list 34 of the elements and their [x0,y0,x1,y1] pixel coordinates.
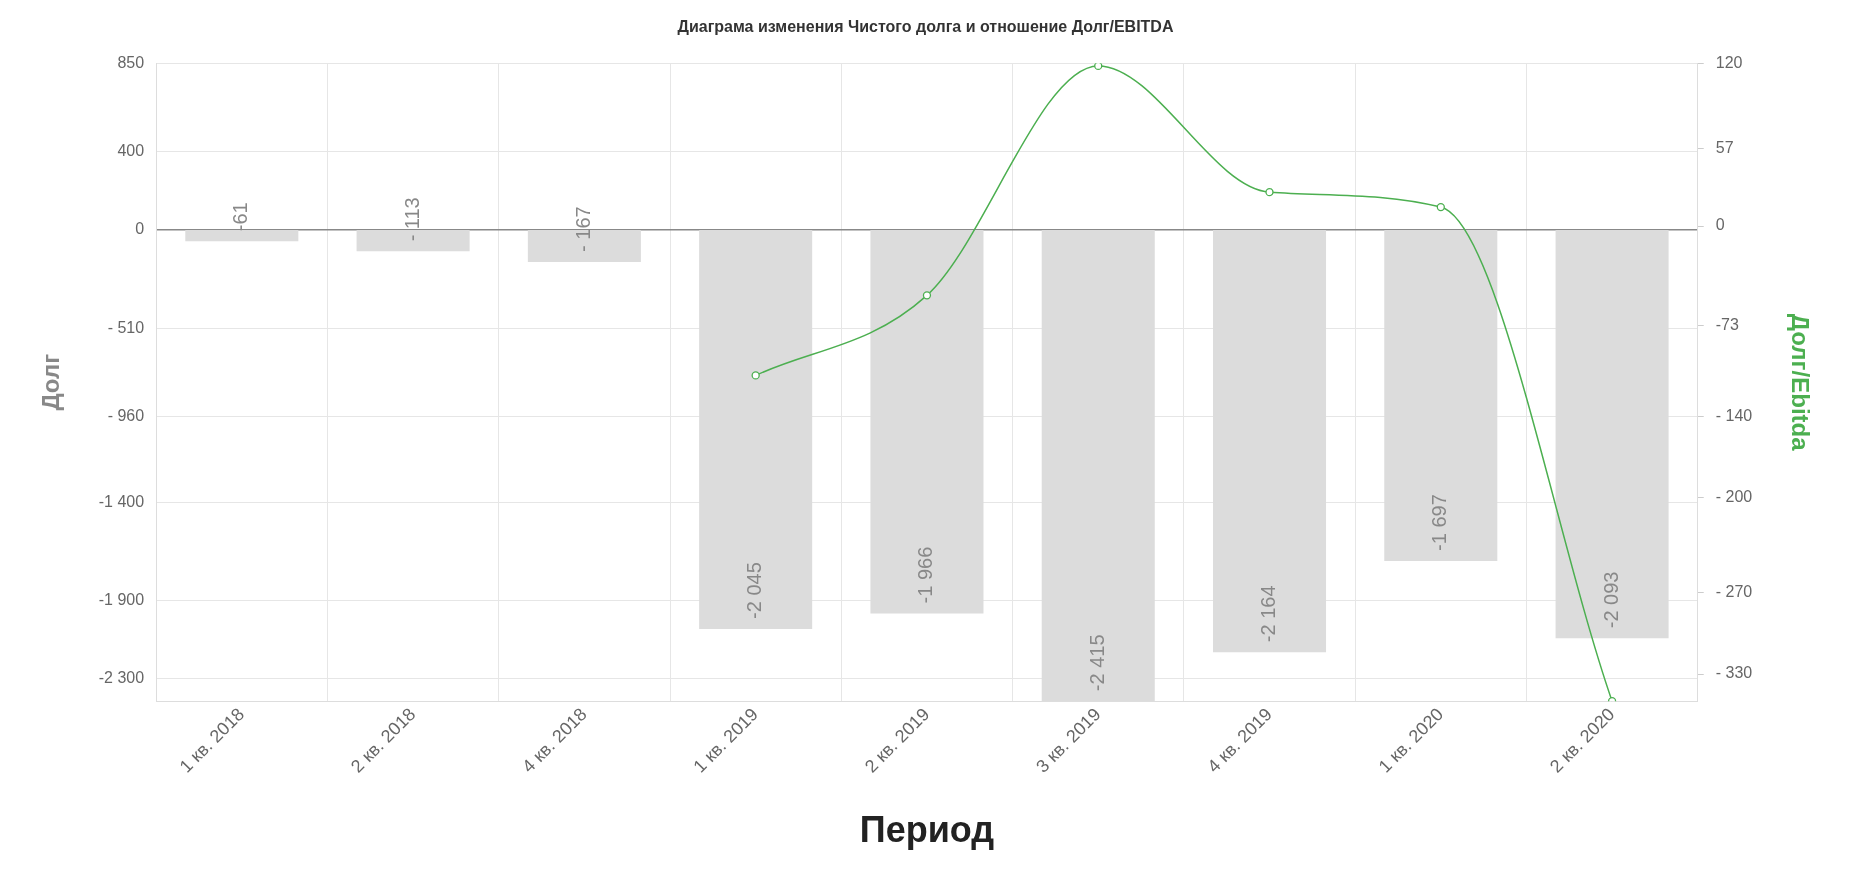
y-tick-label: - 960 [107,407,145,425]
y-tick-label: - 510 [107,319,145,337]
y2-tick-label: - 200 [1715,487,1753,505]
y2-tick-label: -73 [1715,315,1739,333]
point [751,371,760,380]
data-label: - 167 [571,206,594,252]
y-tick-label: -1 900 [98,590,145,608]
y-axis-title: Долг [37,353,65,411]
y-tick-label: 0 [135,219,145,237]
y-tick-label: -1 400 [98,493,145,511]
data-label: -61 [229,202,252,232]
y2-tick-label: - 270 [1715,583,1753,601]
y2-tick-label: 120 [1715,53,1743,71]
chart-title: Диаграма изменения Чистого долга и отношение Долг/EBITDA [677,18,1174,36]
point [1265,188,1274,197]
y2-axis-title: Долг/Ebitda [1786,313,1814,452]
data-label: -1 966 [914,546,937,604]
y-tick-label: -2 300 [98,669,145,687]
data-label: - 113 [400,197,423,242]
y2-tick-label: 0 [1715,216,1725,234]
data-label: -2 415 [1085,634,1108,692]
data-label: -2 164 [1257,585,1280,643]
x-axis-title: Период [859,809,995,851]
data-label: -2 093 [1599,571,1622,629]
point [1094,63,1103,71]
y-tick-label: 850 [117,53,145,71]
data-label: -1 697 [1428,494,1451,551]
data-label: -2 045 [743,562,766,619]
y-tick-label: 400 [117,141,145,159]
point [922,291,932,300]
y2-tick-label: - 140 [1715,406,1753,424]
point [1436,202,1445,212]
y2-tick-label: - 330 [1715,664,1753,682]
y2-tick-label: 57 [1715,139,1734,157]
